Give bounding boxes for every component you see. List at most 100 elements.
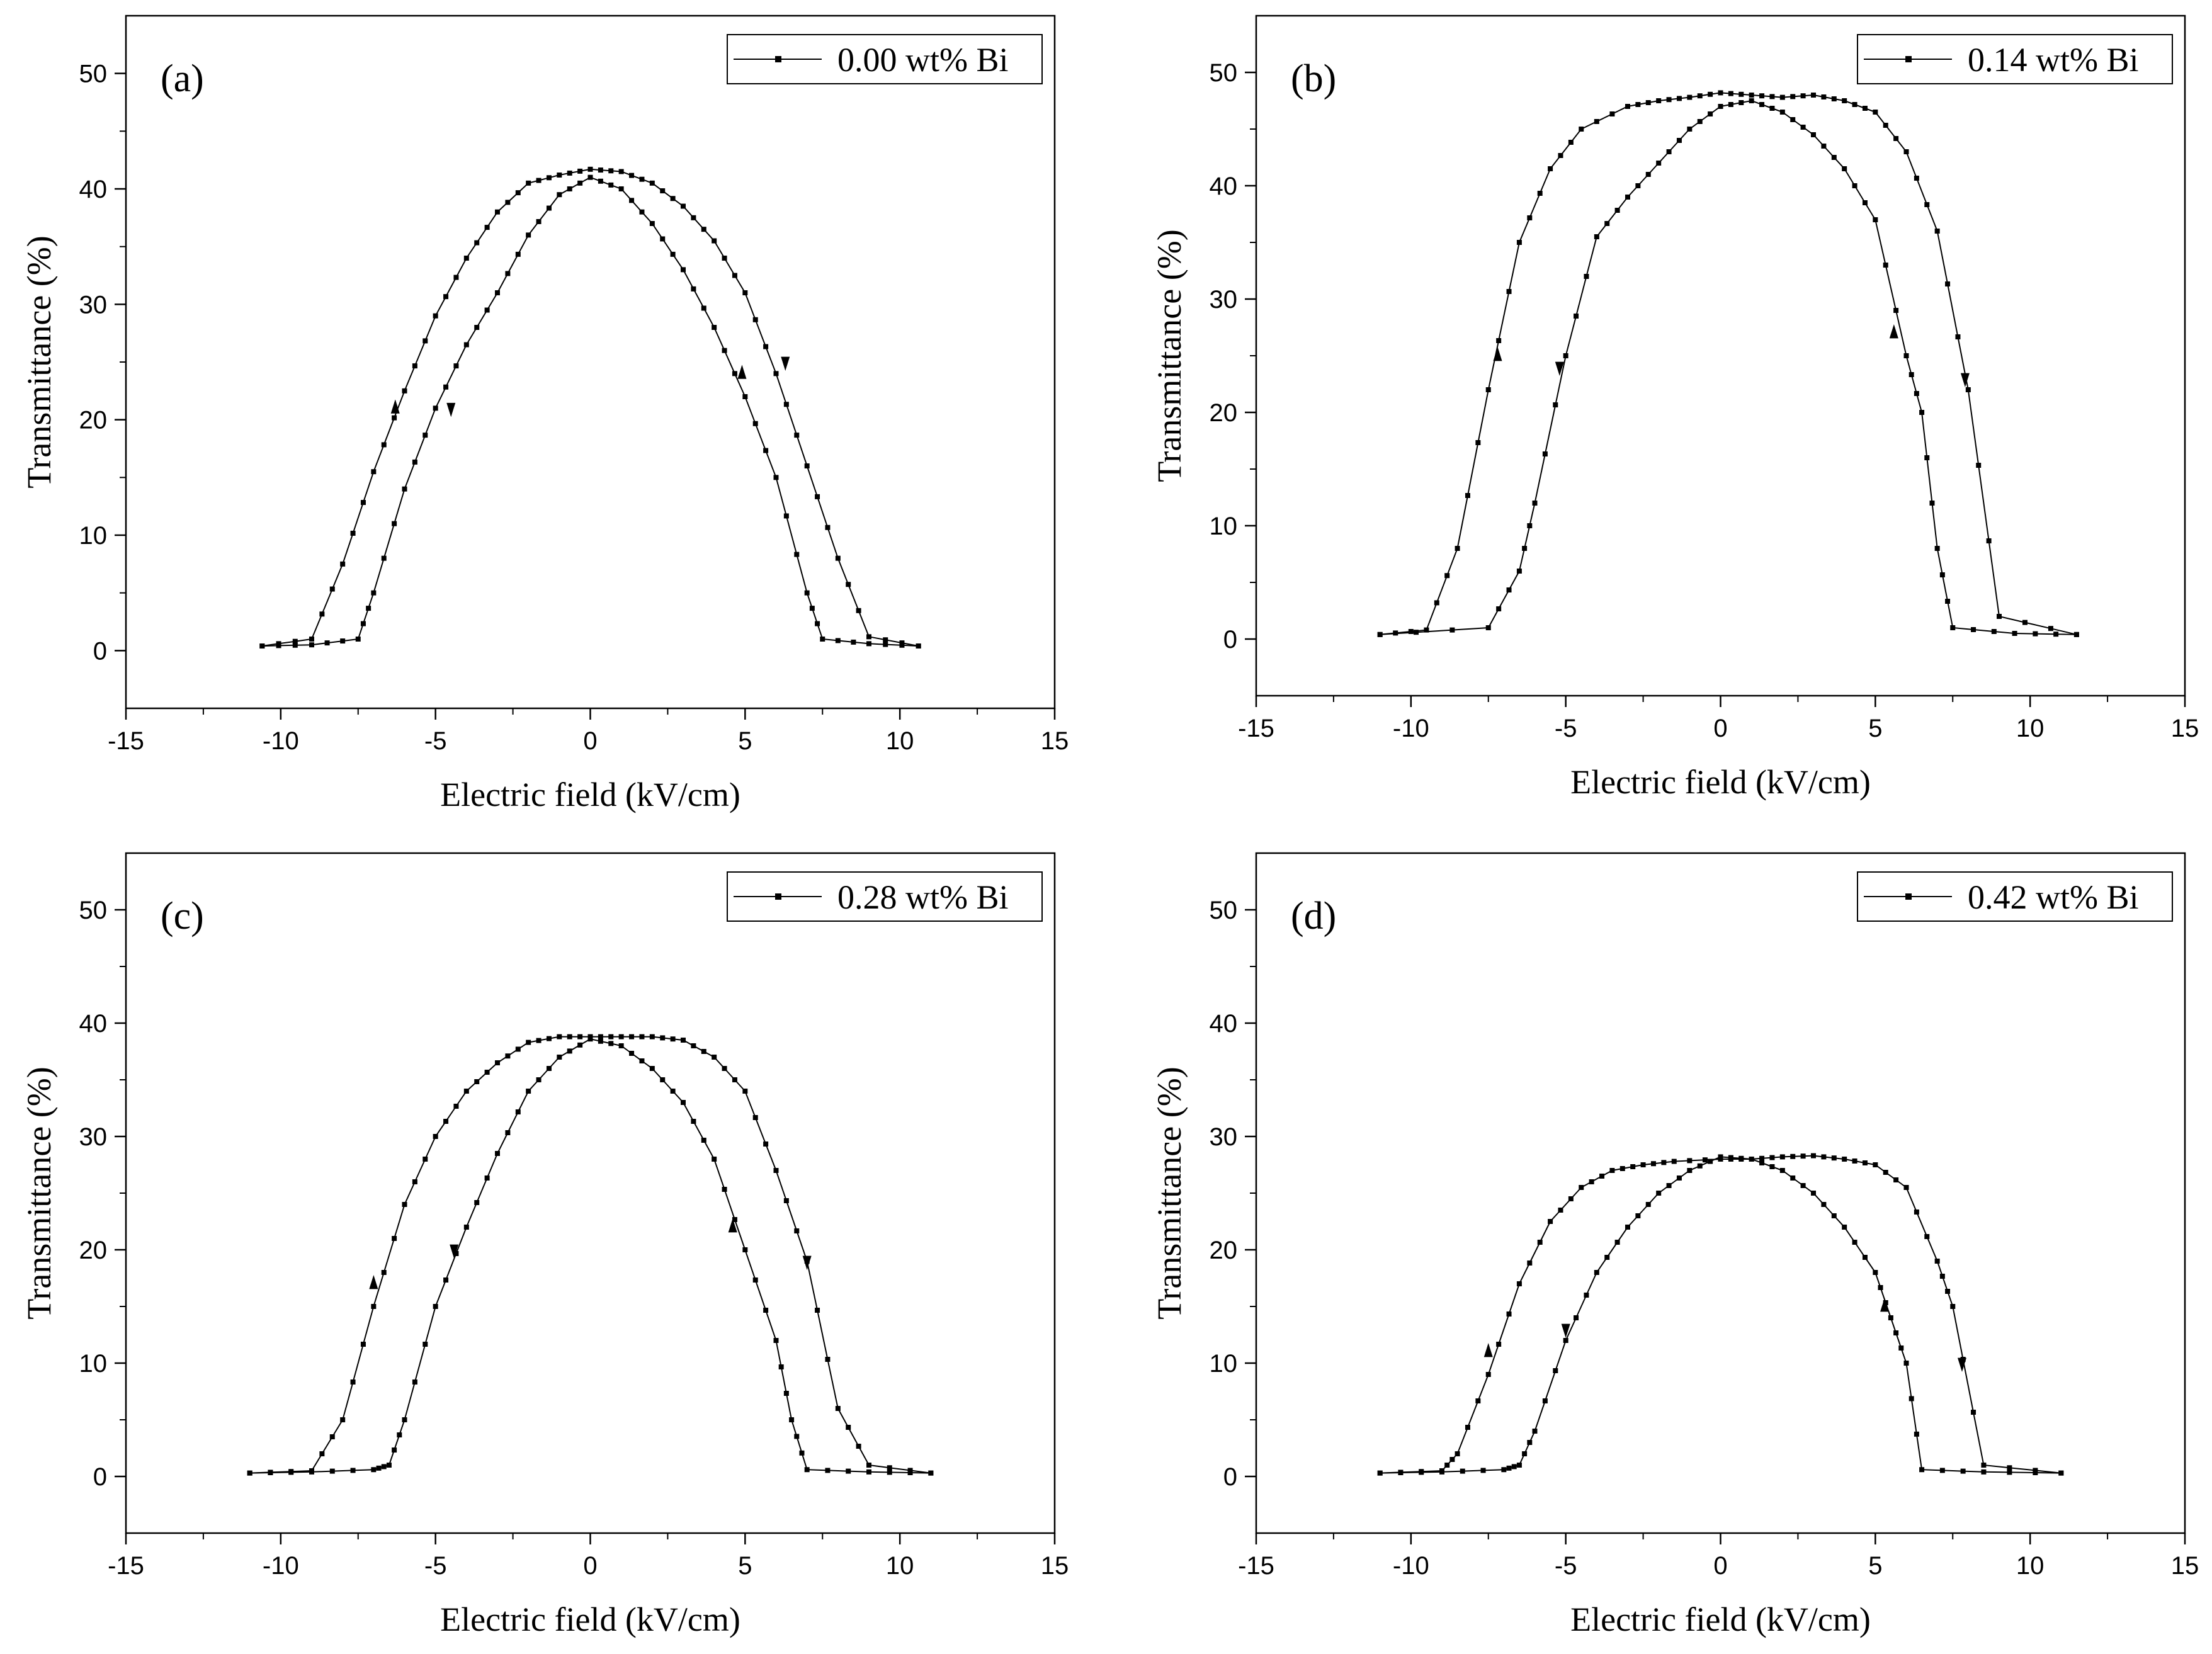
plot-frame — [1255, 852, 2186, 1534]
series-line-increasing — [1380, 1155, 2062, 1474]
data-point — [752, 317, 758, 322]
data-point — [1749, 93, 1754, 98]
data-point — [1676, 1175, 1682, 1181]
data-point — [783, 1391, 789, 1396]
data-point — [618, 169, 624, 174]
y-axis-label: Transmittance (%) — [20, 235, 58, 488]
data-point — [350, 1379, 356, 1385]
data-point — [1842, 98, 1847, 103]
legend-marker — [775, 56, 781, 62]
x-tick-label: 10 — [2016, 715, 2045, 742]
y-tick-label: 10 — [79, 522, 108, 550]
data-point — [1991, 629, 1997, 634]
direction-arrow-icon — [369, 1275, 378, 1289]
data-point — [412, 459, 417, 465]
data-point — [495, 1151, 500, 1156]
data-point — [773, 1338, 779, 1343]
data-point — [846, 1468, 851, 1474]
data-point — [1883, 263, 1888, 268]
data-point — [371, 1467, 377, 1473]
data-point — [639, 209, 645, 215]
data-point — [1914, 1431, 1919, 1437]
data-point — [1377, 632, 1383, 637]
y-tick-label: 30 — [1210, 1123, 1238, 1151]
data-point — [783, 513, 789, 519]
data-point — [1873, 1270, 1878, 1275]
data-point — [815, 494, 820, 499]
data-point — [1574, 1315, 1579, 1320]
data-point — [1924, 455, 1930, 460]
data-point — [2007, 1465, 2012, 1471]
data-point — [1625, 195, 1630, 200]
data-point — [629, 1034, 635, 1039]
data-point — [1888, 1315, 1893, 1320]
data-point — [587, 174, 593, 180]
data-point — [526, 1089, 531, 1094]
x-tick-label: -15 — [108, 1552, 144, 1580]
data-point — [752, 421, 758, 426]
data-point — [463, 1089, 469, 1094]
data-point — [742, 1247, 748, 1252]
data-point — [392, 415, 397, 421]
data-point — [763, 1308, 769, 1313]
y-tick-label: 40 — [1210, 173, 1238, 200]
data-point — [484, 1070, 490, 1075]
data-point — [546, 205, 552, 211]
data-point — [825, 1468, 831, 1473]
data-point — [453, 275, 459, 280]
data-point — [412, 1179, 417, 1184]
panel-a: -15 -10 -5 0 5 10 15 0 10 20 30 40 50 Electric field … — [20, 14, 1069, 813]
data-point — [1506, 587, 1512, 592]
data-point — [1909, 1396, 1914, 1402]
data-point — [1687, 1158, 1693, 1164]
y-tick-label: 50 — [1210, 59, 1238, 87]
data-point — [1398, 1470, 1404, 1475]
panel-b: -15 -10 -5 0 5 10 15 0 10 20 30 40 50 Electric field … — [1150, 14, 2199, 801]
data-point — [557, 1055, 562, 1060]
data-point — [1903, 149, 1909, 154]
data-point — [505, 1130, 511, 1135]
data-point — [1630, 1164, 1636, 1169]
data-point — [732, 1077, 737, 1082]
data-point — [1914, 391, 1919, 396]
data-point — [1779, 1168, 1785, 1173]
data-point — [1465, 1425, 1470, 1430]
data-point — [783, 1198, 789, 1203]
data-point — [1738, 100, 1744, 105]
data-point — [1945, 281, 1951, 286]
data-point — [670, 251, 676, 257]
data-point — [1527, 215, 1533, 220]
data-point — [292, 642, 298, 648]
data-point — [820, 637, 825, 642]
data-point — [276, 643, 281, 649]
data-point — [1475, 440, 1481, 445]
data-point — [1934, 546, 1940, 551]
data-point — [1666, 1183, 1672, 1188]
data-point — [1903, 353, 1909, 358]
data-point — [423, 338, 428, 344]
data-point — [557, 1034, 562, 1039]
direction-arrow-icon — [450, 1244, 459, 1259]
plot-frame — [125, 852, 1056, 1534]
data-point — [423, 1157, 428, 1162]
data-point — [1568, 1196, 1574, 1201]
data-point — [1779, 110, 1785, 115]
legend-marker — [1905, 56, 1912, 62]
data-point — [1883, 123, 1888, 128]
data-point — [546, 1036, 552, 1041]
data-point — [1496, 338, 1502, 343]
data-point — [259, 643, 265, 649]
data-point — [1697, 1163, 1703, 1169]
data-point — [681, 1100, 686, 1105]
data-point — [443, 1119, 449, 1124]
x-axis-label: Electric field (kV/cm) — [440, 776, 740, 813]
data-point — [453, 1251, 459, 1256]
data-point — [1831, 1213, 1837, 1218]
data-point — [1769, 1155, 1775, 1160]
direction-arrow-icon — [781, 356, 790, 371]
data-point — [1408, 629, 1414, 634]
data-point — [763, 1141, 769, 1147]
data-point — [505, 1053, 511, 1059]
data-point — [495, 1060, 500, 1065]
data-point — [1878, 1285, 1883, 1290]
